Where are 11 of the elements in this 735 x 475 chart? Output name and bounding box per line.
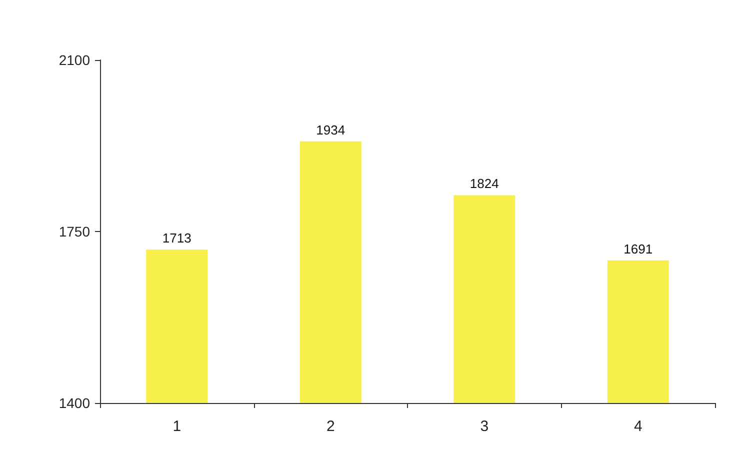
- y-tick-label: 1750: [58, 224, 90, 240]
- y-tick-label: 1400: [58, 395, 90, 411]
- x-tick-label: 1: [172, 418, 182, 435]
- x-tick-label: 2: [326, 418, 335, 435]
- y-tick-label: 2100: [58, 52, 90, 68]
- x-tick-label: 4: [634, 418, 642, 435]
- data-label: 1713: [162, 230, 192, 246]
- data-label: 1691: [624, 241, 653, 256]
- data-label: 1934: [316, 122, 346, 138]
- data-label: 1824: [470, 176, 499, 192]
- x-tick-label: 3: [480, 418, 489, 435]
